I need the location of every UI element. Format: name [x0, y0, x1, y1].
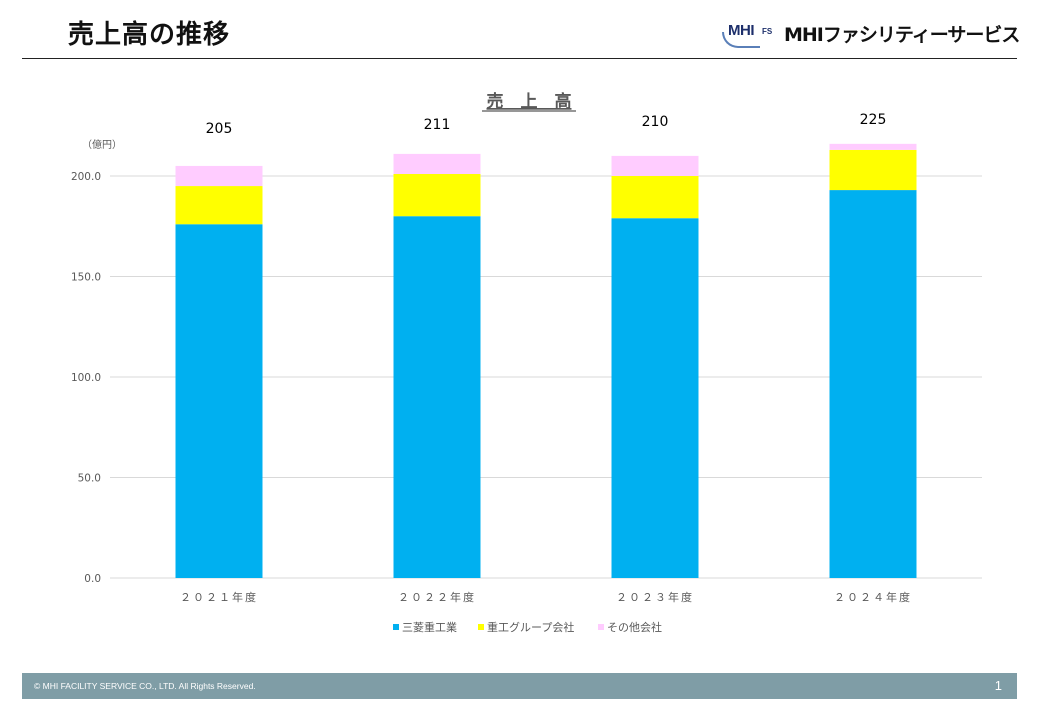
total-data-label: 205 — [206, 121, 233, 137]
logo-mark-text: MHI — [728, 22, 755, 39]
page-number: 1 — [994, 678, 1002, 693]
footer-copyright: © MHI FACILITY SERVICE CO., LTD. All Rig… — [34, 681, 256, 691]
x-tick-label: ２０２１年度 — [180, 590, 258, 604]
legend: 三菱重工業 重工グループ会社 その他会社 — [393, 620, 662, 634]
y-tick-label: 0.0 — [84, 573, 101, 585]
bar-segment — [829, 143, 917, 150]
chart-title: 売 上 高 — [487, 91, 572, 112]
bars — [175, 143, 917, 579]
y-tick-label: 150.0 — [71, 272, 101, 284]
legend-label: 重工グループ会社 — [487, 620, 574, 634]
x-tick-labels: ２０２１年度 ２０２２年度 ２０２３年度 ２０２４年度 — [180, 590, 912, 604]
bar-segment — [829, 190, 917, 578]
bar-segment — [175, 165, 263, 187]
logo-company-name: MHIファシリティーサービス — [784, 23, 1020, 46]
total-data-label: 211 — [424, 117, 451, 133]
logo-mark-sub: FS — [762, 27, 773, 36]
bar-segment — [393, 216, 481, 578]
total-data-label: 210 — [642, 114, 669, 130]
company-logo: MHI FS MHIファシリティーサービス — [722, 18, 1020, 48]
bar-segment — [175, 224, 263, 579]
mhi-fs-logo-icon: MHI FS — [722, 18, 782, 48]
page-title: 売上高の推移 — [68, 20, 231, 50]
y-tick-label: 50.0 — [78, 473, 101, 485]
bar-segment — [175, 186, 263, 225]
x-tick-label: ２０２２年度 — [398, 590, 476, 604]
sales-chart: 売 上 高 （億円） 0.0 50.0 100.0 150.0 200.0 ２０２１年度… — [0, 60, 1040, 660]
legend-swatch — [393, 624, 399, 630]
bar-segment — [393, 173, 481, 217]
bar-segment — [611, 176, 699, 219]
total-labels: 205 211 210 225 — [206, 112, 887, 137]
legend-swatch — [478, 624, 484, 630]
bar-segment — [393, 153, 481, 174]
header-divider — [22, 58, 1017, 59]
total-data-label: 225 — [860, 112, 887, 128]
x-tick-label: ２０２４年度 — [834, 590, 912, 604]
bar-segment — [611, 218, 699, 578]
y-tick-label: 200.0 — [71, 171, 101, 183]
bar-segment — [611, 155, 699, 176]
bar-segment — [829, 149, 917, 191]
y-tick-labels: 0.0 50.0 100.0 150.0 200.0 — [71, 171, 101, 585]
legend-label: 三菱重工業 — [402, 620, 457, 634]
footer-bar: © MHI FACILITY SERVICE CO., LTD. All Rig… — [22, 673, 1017, 699]
y-tick-label: 100.0 — [71, 372, 101, 384]
x-tick-label: ２０２３年度 — [616, 590, 694, 604]
sales-chart-svg: 売 上 高 （億円） 0.0 50.0 100.0 150.0 200.0 ２０２１年度… — [71, 91, 982, 634]
legend-label: その他会社 — [607, 620, 662, 634]
legend-swatch — [598, 624, 604, 630]
y-axis-unit-label: （億円） — [82, 138, 122, 151]
